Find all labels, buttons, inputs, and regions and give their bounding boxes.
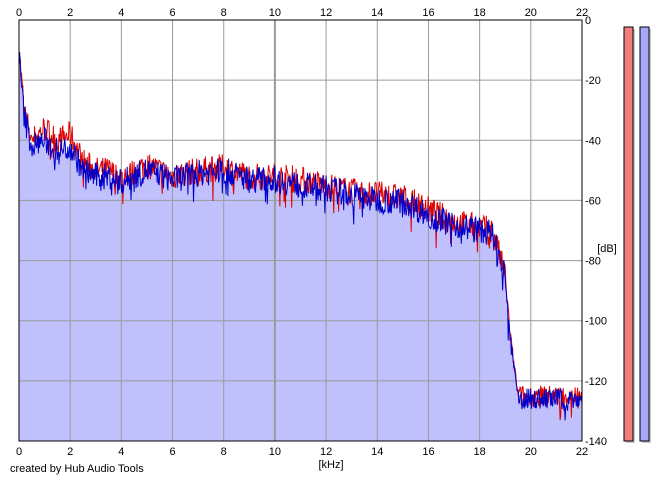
x-tick-label: 16 xyxy=(422,446,434,458)
level-meter-bar xyxy=(639,26,650,442)
x-tick-label: 6 xyxy=(169,7,175,19)
x-tick-label: 20 xyxy=(525,7,537,19)
x-tick-label: 22 xyxy=(576,7,588,19)
x-tick-label: 4 xyxy=(118,7,124,19)
x-tick-labels-top: 0 2 4 6 8 10 12 14 16 18 20 22 xyxy=(16,7,588,19)
y-tick-label: 0 xyxy=(585,15,591,27)
y-tick-label: -40 xyxy=(585,135,601,147)
x-axis-label: [kHz] xyxy=(318,459,343,471)
spectrum-fill xyxy=(19,52,582,441)
x-tick-label: 2 xyxy=(67,7,73,19)
x-tick-label: 22 xyxy=(576,446,588,458)
y-axis-label: [dB] xyxy=(597,243,617,255)
x-tick-label: 10 xyxy=(269,7,281,19)
x-tick-label: 10 xyxy=(269,446,281,458)
y-tick-labels: 0 -20 -40 -60 -80 -100 -120 -140 xyxy=(585,15,607,448)
x-tick-label: 14 xyxy=(371,446,383,458)
level-meters xyxy=(623,26,651,443)
y-tick-label: -100 xyxy=(585,316,607,328)
series-line xyxy=(18,51,583,421)
x-tick-label: 14 xyxy=(371,7,383,19)
x-tick-label: 2 xyxy=(67,446,73,458)
x-tick-label: 8 xyxy=(221,446,227,458)
x-tick-label: 4 xyxy=(118,446,124,458)
x-tick-label: 12 xyxy=(320,7,332,19)
x-tick-label: 18 xyxy=(474,446,486,458)
plot-frame xyxy=(18,19,583,442)
series-layer xyxy=(18,51,583,421)
x-tick-label: 16 xyxy=(422,7,434,19)
x-tick-label: 0 xyxy=(16,446,22,458)
x-tick-label: 20 xyxy=(525,446,537,458)
y-tick-label: -60 xyxy=(585,195,601,207)
level-meter-bar xyxy=(623,26,634,442)
x-tick-label: 12 xyxy=(320,446,332,458)
credit-text: created by Hub Audio Tools xyxy=(10,463,144,475)
x-tick-labels-bottom: 0 2 4 6 8 10 12 14 16 18 20 22 xyxy=(16,446,588,458)
x-tick-label: 8 xyxy=(221,7,227,19)
x-tick-label: 6 xyxy=(169,446,175,458)
y-tick-label: -140 xyxy=(585,436,607,448)
y-tick-label: -20 xyxy=(585,75,601,87)
y-tick-label: -120 xyxy=(585,376,607,388)
y-tick-label: -80 xyxy=(585,256,601,268)
x-tick-label: 0 xyxy=(16,7,22,19)
x-tick-label: 18 xyxy=(474,7,486,19)
